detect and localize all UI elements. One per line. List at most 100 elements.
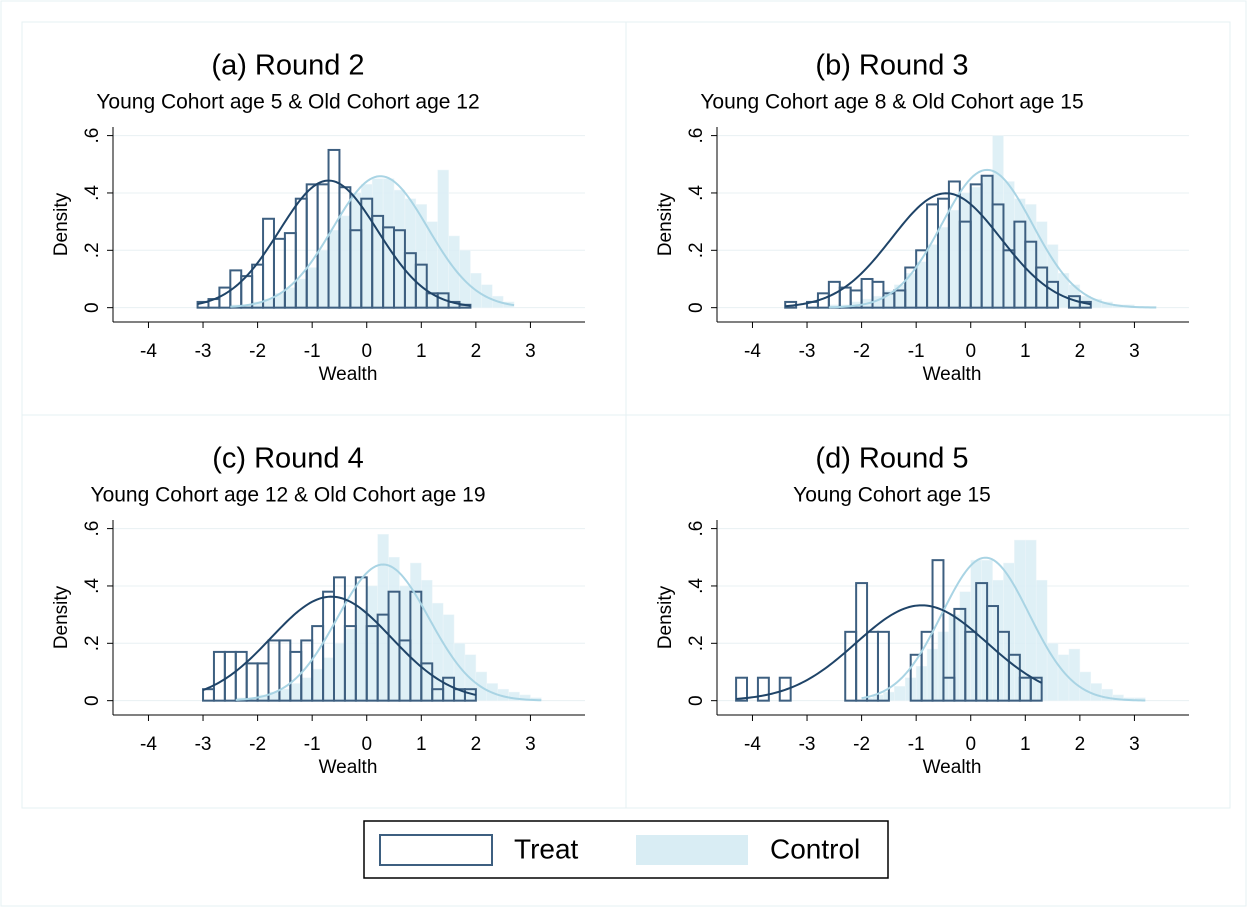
histogram-bar: [1068, 648, 1081, 701]
x-tick-label: 0: [965, 341, 976, 362]
histogram-bar: [295, 278, 307, 308]
density-curve: [197, 179, 471, 307]
panel-title: (a) Round 2: [211, 50, 364, 82]
histogram-bar: [344, 628, 357, 701]
series: [196, 148, 472, 309]
y-axis-label: Density: [51, 192, 72, 256]
histogram-bar: [948, 209, 961, 308]
histogram-bar: [409, 590, 423, 702]
histogram-bar: [322, 657, 335, 701]
histogram-bar: [410, 562, 422, 701]
histogram-bar: [333, 643, 346, 701]
histogram-bar: [420, 662, 434, 702]
density-curve: [235, 563, 542, 702]
x-tick-label: -3: [799, 734, 816, 755]
x-tick-label: 2: [471, 341, 482, 362]
x-tick-label: -4: [140, 734, 157, 755]
panels: (a) Round 2 Young Cohort age 5 & Old Coho…: [21, 21, 1231, 809]
panel-title: (b) Round 3: [815, 50, 968, 82]
y-tick-label: .4: [82, 185, 103, 201]
histogram-bar: [1014, 198, 1026, 308]
x-tick-label: -2: [249, 341, 266, 362]
histogram-bar: [377, 534, 389, 701]
y-axis-label: Density: [655, 585, 676, 649]
panel-title: (d) Round 5: [815, 443, 968, 475]
histogram-bar: [371, 178, 384, 308]
histogram-bar: [301, 677, 313, 701]
histogram-bar: [279, 688, 291, 701]
legend-swatch: [636, 835, 748, 865]
panel: (d) Round 5 Young Cohort age 15 0 .2 .4 .6 -4 -…: [625, 414, 1231, 809]
series: [735, 559, 1043, 702]
histogram-bar: [393, 189, 406, 308]
x-tick-label: 3: [1129, 341, 1140, 362]
density-curve: [785, 192, 1091, 308]
histogram-bar: [414, 263, 428, 309]
y-tick-label: 0: [686, 302, 707, 313]
y-tick-label: 0: [686, 695, 707, 706]
y-tick-label: .6: [686, 521, 707, 537]
y-tick-label: 0: [82, 695, 103, 706]
panel-subtitle: Young Cohort age 12 & Old Cohort age 19: [90, 484, 485, 507]
histogram-bar: [1057, 654, 1070, 701]
density-curve: [828, 168, 1157, 309]
panel-subtitle: Young Cohort age 8 & Old Cohort age 15: [700, 91, 1083, 114]
density-curve: [230, 175, 515, 308]
y-tick-label: .4: [686, 185, 707, 201]
y-tick-label: 0: [82, 302, 103, 313]
x-tick-label: 3: [1129, 734, 1140, 755]
histogram-bar: [992, 135, 1004, 308]
panel: (a) Round 2 Young Cohort age 5 & Old Coho…: [21, 21, 627, 416]
x-tick-label: -1: [304, 734, 321, 755]
y-axis-label: Density: [655, 192, 676, 256]
histogram-bar: [459, 250, 471, 308]
x-tick-label: 3: [525, 341, 536, 362]
legend-label: Control: [770, 833, 860, 864]
histogram-bar: [915, 261, 928, 308]
histogram-bar: [290, 683, 302, 701]
x-tick-label: -1: [908, 734, 925, 755]
histogram-bar: [388, 557, 400, 701]
x-tick-label: -2: [249, 734, 266, 755]
histogram-bar: [1078, 300, 1092, 309]
legend-label: Treat: [514, 833, 579, 864]
x-tick-label: -1: [908, 341, 925, 362]
x-tick-label: -2: [853, 341, 870, 362]
panel-frame: [21, 21, 627, 416]
x-tick-label: 0: [361, 734, 372, 755]
x-tick-label: 1: [1020, 734, 1031, 755]
histogram-bar: [421, 579, 433, 701]
x-axis-label: Wealth: [319, 757, 378, 778]
histogram-bar: [306, 267, 318, 308]
histogram-bar: [350, 192, 362, 308]
x-tick-label: 1: [416, 734, 427, 755]
y-tick-label: .2: [686, 242, 707, 258]
density-curve: [736, 604, 1043, 700]
panel-subtitle: Young Cohort age 5 & Old Cohort age 12: [96, 91, 479, 114]
histogram-bar: [311, 668, 324, 701]
y-axis-label: Density: [51, 585, 72, 649]
histogram-bar: [437, 169, 449, 308]
histogram-bar: [361, 184, 373, 308]
x-axis-label: Wealth: [923, 757, 982, 778]
x-tick-label: -3: [195, 734, 212, 755]
x-tick-label: -4: [744, 341, 761, 362]
histogram-bar: [431, 602, 444, 701]
x-tick-label: -2: [853, 734, 870, 755]
histogram-bar: [1029, 676, 1043, 702]
panel-frame: [625, 414, 1231, 809]
histogram-bar: [415, 204, 428, 308]
histogram-bar: [1079, 671, 1092, 701]
x-tick-label: 0: [361, 341, 372, 362]
y-tick-label: .6: [82, 521, 103, 537]
x-tick-label: -4: [744, 734, 761, 755]
histogram-bar: [959, 192, 971, 308]
histogram-bar: [894, 686, 906, 701]
x-tick-label: -4: [140, 341, 157, 362]
series: [202, 576, 477, 702]
y-tick-label: .2: [686, 635, 707, 651]
y-tick-label: .4: [686, 578, 707, 594]
histogram-bar: [399, 585, 411, 701]
histogram-bar: [876, 630, 890, 702]
